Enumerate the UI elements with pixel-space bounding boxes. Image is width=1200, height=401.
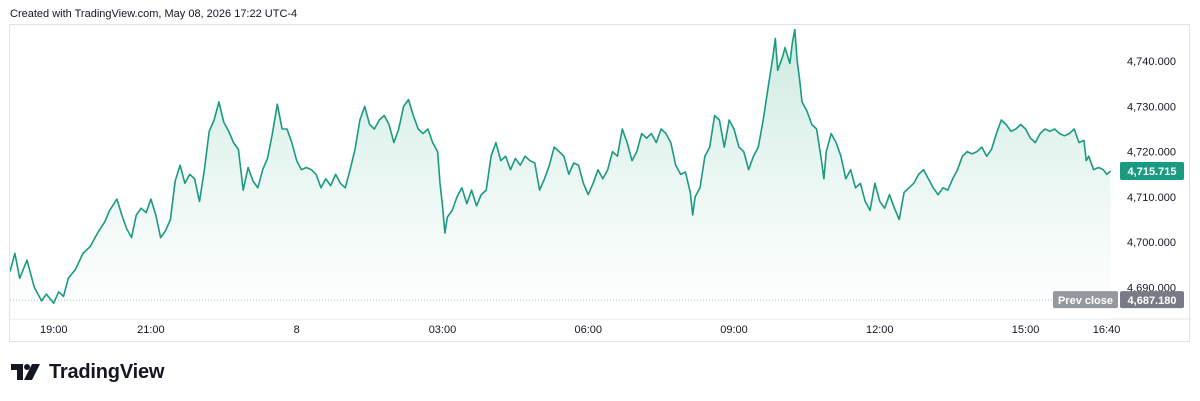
x-axis-tick-label: 09:00 xyxy=(720,324,748,336)
price-line[interactable] xyxy=(10,28,1112,304)
chart-frame[interactable]: 4,690.000 4,700.000 4,710.000 4,720.000 4,73… xyxy=(9,24,1191,343)
x-axis-tick-label: 16:40 xyxy=(1093,324,1121,336)
price-area-fill xyxy=(10,29,1111,319)
x-axis-tick-label: 8 xyxy=(294,324,300,336)
price-chart[interactable]: 4,690.0004,700.0004,710.0004,720.0004,73… xyxy=(10,25,1191,343)
prev-close-tag-label: Prev close xyxy=(1058,295,1113,307)
prev-close-tag xyxy=(1053,291,1118,309)
x-axis-tick-label: 12:00 xyxy=(866,324,894,336)
x-axis-tick-label: 15:00 xyxy=(1012,324,1040,336)
tradingview-wordmark: TradingView xyxy=(49,360,165,383)
x-axis-tick-label: 19:00 xyxy=(40,324,68,336)
y-axis-tick-label: 4,730.000 xyxy=(1127,101,1176,113)
y-axis-tick-label: 4,700.000 xyxy=(1127,237,1176,249)
tradingview-branding[interactable]: TradingView xyxy=(11,360,164,384)
prev-close-value-label: 4,687.180 xyxy=(1128,295,1177,307)
y-axis-tick-label: 4,740.000 xyxy=(1127,56,1176,68)
created-with-note: Created with TradingView.com, May 08, 20… xyxy=(10,8,298,20)
x-axis-tick-label: 06:00 xyxy=(574,324,602,336)
last-price-label: 4,715.715 xyxy=(1128,166,1177,178)
tradingview-logo-icon xyxy=(11,364,40,380)
last-price-badge xyxy=(1120,162,1184,181)
y-axis-tick-label: 4,710.000 xyxy=(1127,192,1176,204)
x-axis-tick-label: 03:00 xyxy=(429,324,457,336)
x-axis-tick-label: 21:00 xyxy=(137,324,165,336)
prev-close-badge xyxy=(1120,291,1184,309)
y-axis-tick-label: 4,720.000 xyxy=(1127,147,1176,159)
